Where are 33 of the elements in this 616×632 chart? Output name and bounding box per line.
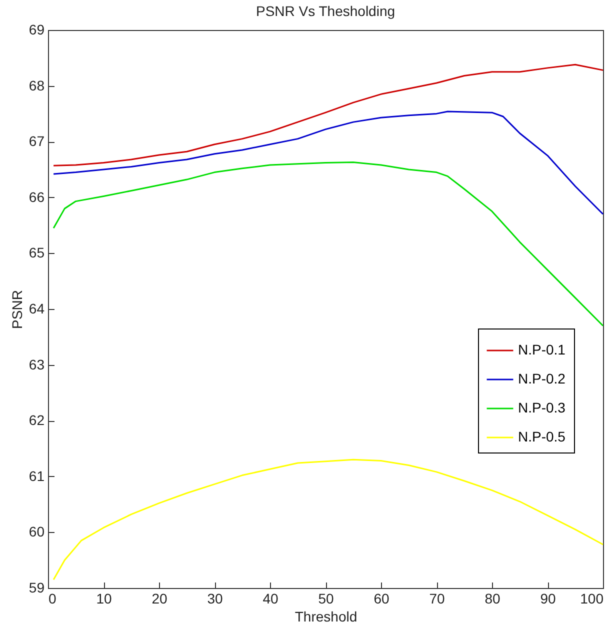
x-tick-label: 20 bbox=[152, 590, 168, 606]
x-tick-label: 100 bbox=[580, 590, 604, 606]
chart-title: PSNR Vs Thesholding bbox=[256, 3, 396, 19]
y-axis-title: PSNR bbox=[8, 290, 25, 329]
x-tick-label: 40 bbox=[262, 590, 278, 606]
line-series bbox=[52, 110, 604, 215]
y-tick-label: 67 bbox=[28, 133, 45, 150]
x-tick-label: 0 bbox=[48, 590, 56, 606]
line-series bbox=[52, 161, 604, 326]
y-tick-label: 66 bbox=[28, 188, 45, 205]
y-tick-label: 69 bbox=[28, 22, 45, 38]
y-tick-label: 64 bbox=[28, 300, 45, 316]
y-tick-label: 59 bbox=[28, 580, 45, 596]
y-tick-label: 68 bbox=[28, 77, 45, 94]
line-series bbox=[52, 64, 604, 166]
x-tick-label: 70 bbox=[429, 590, 445, 606]
legend-label: N.P-0.1 bbox=[518, 342, 566, 358]
legend-label: N.P-0.3 bbox=[518, 400, 566, 416]
x-tick-label: 30 bbox=[207, 590, 223, 606]
y-tick-label: 61 bbox=[28, 468, 45, 484]
y-tick-label: 65 bbox=[28, 244, 45, 261]
y-tick-label: 63 bbox=[28, 356, 45, 372]
x-tick-label: 60 bbox=[374, 590, 390, 606]
x-tick-label: 10 bbox=[96, 590, 112, 606]
legend-label: N.P-0.5 bbox=[518, 428, 566, 445]
x-tick-label: 90 bbox=[540, 590, 556, 606]
legend-label: N.P-0.2 bbox=[518, 370, 566, 387]
x-tick-label: 80 bbox=[484, 590, 500, 606]
y-tick-label: 60 bbox=[28, 524, 45, 540]
x-axis-title: Threshold bbox=[294, 608, 358, 624]
x-tick-label: 50 bbox=[318, 590, 334, 606]
line-series bbox=[52, 458, 604, 580]
y-tick-label: 62 bbox=[28, 412, 45, 428]
